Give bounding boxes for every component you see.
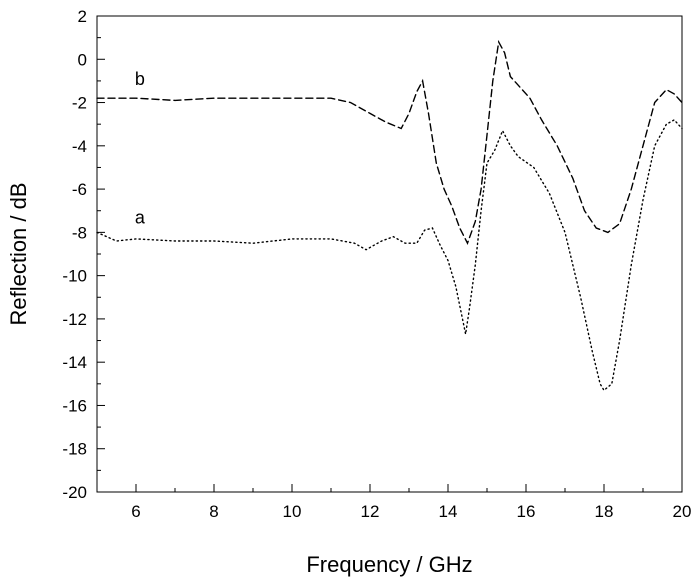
y-axis-title-group: Reflection / dB — [6, 182, 31, 325]
x-tick-label: 18 — [595, 502, 614, 521]
x-tick-label: 6 — [131, 502, 140, 521]
series-layer — [96, 39, 683, 392]
y-tick-label: -8 — [72, 223, 87, 242]
y-tick-label: -16 — [62, 396, 87, 415]
x-tick-label: 14 — [439, 502, 458, 521]
series-line-b — [96, 39, 683, 245]
y-tick-label: -6 — [72, 180, 87, 199]
y-tick-label: 2 — [78, 7, 87, 26]
y-axis-title: Reflection / dB — [6, 182, 31, 325]
y-tick-label: 0 — [78, 50, 87, 69]
series-label-b: b — [135, 69, 145, 89]
series-line-a — [96, 119, 683, 392]
plot-frame — [96, 15, 683, 493]
x-tick-label: 20 — [673, 502, 692, 521]
x-axis-title: Frequency / GHz — [306, 552, 472, 577]
axis-ticks — [96, 15, 683, 493]
y-tick-label: -20 — [62, 483, 87, 502]
x-tick-label: 8 — [209, 502, 218, 521]
tick-labels: 6 8 10 12 14 16 18 2020-2-4-6-8-10-12-14-16-18-… — [62, 7, 691, 521]
x-tick-label: 12 — [361, 502, 380, 521]
y-tick-label: -4 — [72, 137, 87, 156]
y-tick-label: -2 — [72, 94, 87, 113]
y-tick-label: -12 — [62, 310, 87, 329]
x-tick-label: 16 — [517, 502, 536, 521]
x-axis-title-group: Frequency / GHz — [306, 552, 472, 577]
y-tick-label: -10 — [62, 267, 87, 286]
y-tick-label: -18 — [62, 440, 87, 459]
series-labels: ab — [135, 69, 146, 227]
y-tick-label: -14 — [62, 353, 87, 372]
x-tick-label: 10 — [283, 502, 302, 521]
series-label-a: a — [135, 208, 146, 228]
